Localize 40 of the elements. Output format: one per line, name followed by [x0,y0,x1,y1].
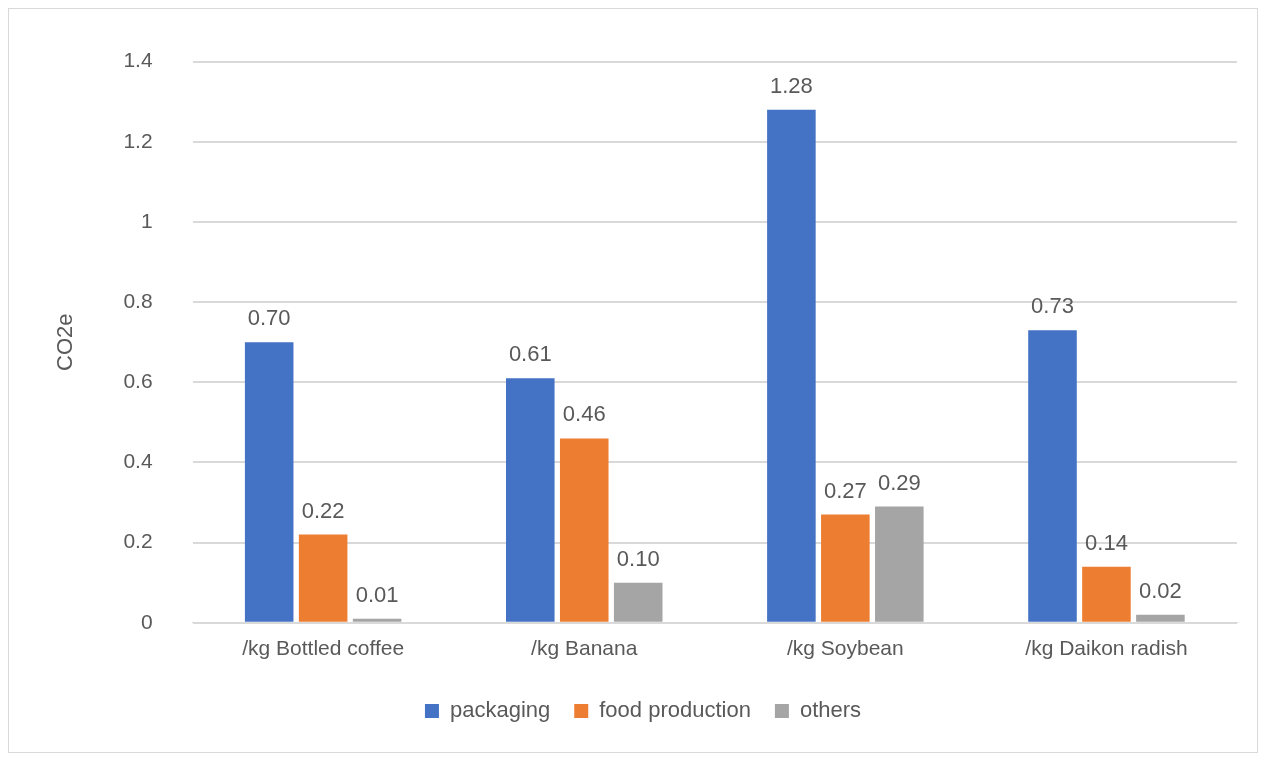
bar [613,582,663,622]
data-label: 0.01 [355,581,399,607]
data-label: 0.22 [301,497,345,523]
y-tick-label: 1.2 [123,128,153,152]
y-tick-label: 0.6 [123,369,153,393]
data-label: 0.61 [508,341,552,367]
bar [244,342,294,622]
x-tick-label: /kg Soybean [786,636,904,660]
y-tick-label: 0.8 [123,288,153,312]
bar [875,506,924,622]
data-label: 0.27 [823,477,867,503]
y-tick-label: 0.4 [123,449,153,473]
legend-label: packaging [449,697,551,723]
data-label: 0.14 [1085,529,1128,555]
legend-label: others [799,697,862,723]
legend-label: food production [599,697,751,723]
bar [298,534,348,622]
y-tick-label: 1.4 [123,48,153,72]
bar [1082,566,1131,622]
data-label: 1.28 [769,72,813,98]
y-tick-label: 1 [140,208,153,232]
data-label: 0.46 [562,401,606,427]
bar [1028,330,1077,622]
bar [1136,614,1185,622]
data-label: 0.10 [616,545,660,571]
y-axis-title: CO2e [52,313,78,371]
x-tick-label: /kg Bottled coffee [242,636,405,660]
bar [352,618,402,622]
y-tick-label: 0 [140,609,153,633]
bar [506,378,555,622]
data-label: 0.73 [1031,293,1074,319]
x-tick-label: /kg Daikon radish [1025,636,1188,660]
x-tick-label: /kg Banana [531,636,638,660]
data-label: 0.29 [877,469,921,495]
bar [767,109,816,622]
data-label: 0.70 [247,305,291,331]
bar [821,514,870,622]
data-label: 0.02 [1139,577,1182,603]
bar [559,438,609,622]
y-tick-label: 0.2 [123,529,153,553]
